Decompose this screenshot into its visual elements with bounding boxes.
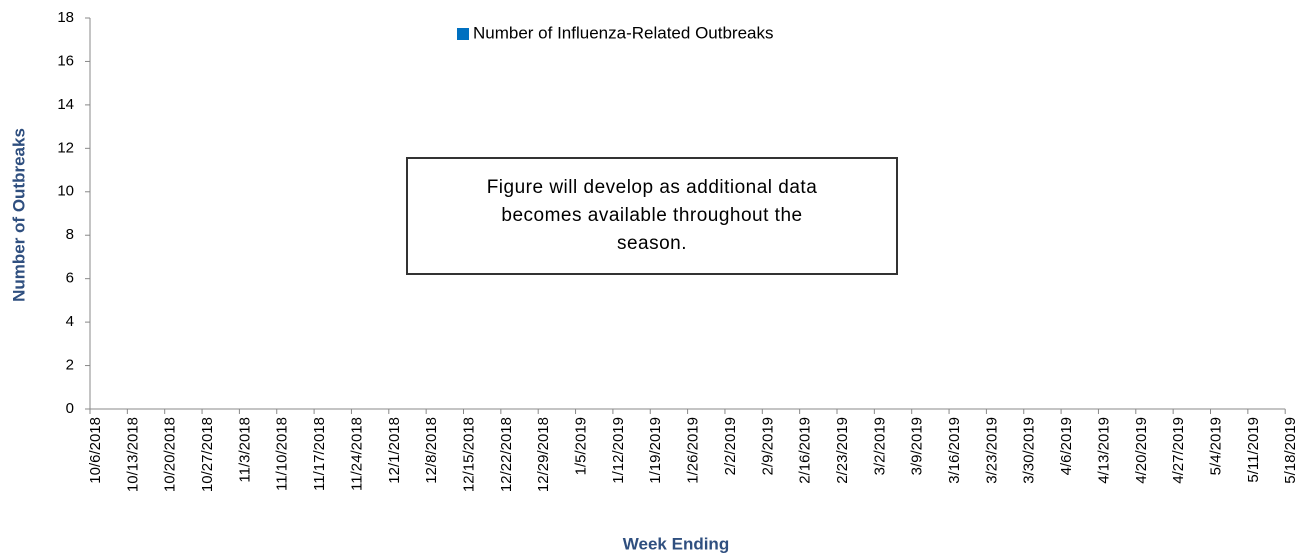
legend-swatch xyxy=(457,28,469,40)
x-tick-label: 2/2/2019 xyxy=(722,417,739,475)
y-tick-label: 14 xyxy=(57,96,74,113)
y-axis-title: Number of Outbreaks xyxy=(9,128,28,302)
x-tick-label: 3/23/2019 xyxy=(983,417,1000,484)
y-tick-label: 8 xyxy=(66,226,74,243)
y-tick-label: 0 xyxy=(66,400,74,417)
x-tick-label: 2/23/2019 xyxy=(834,417,851,484)
x-tick-label: 4/6/2019 xyxy=(1058,417,1075,475)
x-tick-label: 2/9/2019 xyxy=(759,417,776,475)
legend-label: Number of Influenza-Related Outbreaks xyxy=(473,23,774,42)
y-tick-label: 2 xyxy=(66,357,74,374)
x-tick-label: 1/12/2019 xyxy=(610,417,627,484)
x-tick-label: 11/3/2018 xyxy=(236,417,253,483)
x-tick-label: 11/17/2018 xyxy=(311,417,328,491)
x-tick-label: 10/13/2018 xyxy=(124,417,141,492)
x-tick-label: 3/30/2019 xyxy=(1021,417,1038,484)
x-tick-label: 4/27/2019 xyxy=(1170,417,1187,484)
y-tick-label: 16 xyxy=(57,52,74,69)
x-tick-label: 12/1/2018 xyxy=(386,417,403,484)
x-tick-label: 12/22/2018 xyxy=(498,417,515,492)
y-tick-label: 18 xyxy=(57,9,74,26)
x-tick-label: 3/2/2019 xyxy=(871,417,888,475)
x-tick-label: 3/9/2019 xyxy=(909,417,926,475)
x-axis-title: Week Ending xyxy=(623,534,729,553)
x-tick-label: 5/18/2019 xyxy=(1282,417,1299,484)
x-tick-label: 11/10/2018 xyxy=(274,417,291,491)
annotation: Figure will develop as additional data b… xyxy=(406,157,898,275)
y-tick-label: 4 xyxy=(66,313,74,330)
x-tick-label: 4/13/2019 xyxy=(1095,417,1112,484)
x-tick-label: 5/11/2019 xyxy=(1245,417,1262,483)
x-tick-label: 12/8/2018 xyxy=(423,417,440,484)
x-tick-label: 12/15/2018 xyxy=(460,417,477,492)
x-tick-label: 3/16/2019 xyxy=(946,417,963,484)
x-tick-label: 5/4/2019 xyxy=(1207,417,1224,475)
x-tick-label: 1/26/2019 xyxy=(685,417,702,484)
x-tick-label: 10/20/2018 xyxy=(162,417,179,492)
x-tick-label: 4/20/2019 xyxy=(1133,417,1150,484)
x-tick-label: 12/29/2018 xyxy=(535,417,552,492)
x-tick-label: 2/16/2019 xyxy=(797,417,814,484)
x-tick-label: 10/27/2018 xyxy=(199,417,216,492)
y-tick-label: 10 xyxy=(57,183,74,200)
x-tick-label: 10/6/2018 xyxy=(87,417,104,484)
y-tick-label: 6 xyxy=(66,270,74,287)
x-tick-label: 11/24/2018 xyxy=(348,417,365,491)
x-tick-label: 1/19/2019 xyxy=(647,417,664,484)
y-tick-label: 12 xyxy=(57,139,74,156)
x-tick-label: 1/5/2019 xyxy=(573,417,590,475)
